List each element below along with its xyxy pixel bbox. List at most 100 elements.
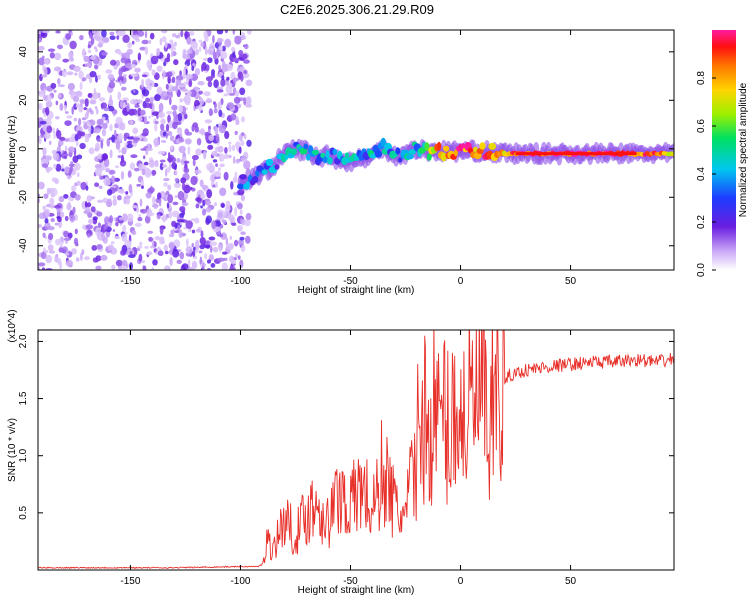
noise-blob [201, 208, 207, 216]
noise-blob [86, 202, 92, 208]
trace-blob [327, 157, 333, 165]
noise-blob [119, 99, 124, 109]
noise-blob [178, 137, 185, 143]
noise-blob [140, 209, 144, 213]
noise-blob [238, 49, 244, 57]
noise-blob [160, 123, 165, 131]
noise-blob [104, 158, 110, 168]
noise-blob [97, 222, 101, 229]
noise-blob [144, 215, 151, 224]
noise-blob [45, 100, 53, 108]
noise-blob [58, 247, 64, 253]
noise-blob [229, 265, 236, 270]
noise-blob [223, 171, 229, 181]
noise-blob [50, 218, 55, 222]
colorbar: 0.0 0.2 0.4 0.6 0.8 Normalized spectral ampl… [696, 30, 749, 277]
noise-blob [83, 51, 87, 56]
noise-blob [185, 246, 193, 254]
noise-blob [159, 159, 166, 163]
noise-blob [52, 127, 55, 134]
noise-blob [187, 259, 191, 266]
noise-blob [130, 73, 139, 77]
noise-blob [95, 108, 99, 115]
noise-blob [176, 158, 181, 163]
noise-blob [54, 116, 60, 120]
noise-blob [172, 121, 178, 130]
noise-blob [64, 215, 69, 222]
noise-blob [43, 132, 51, 140]
noise-blob [169, 135, 175, 142]
noise-blob [100, 175, 104, 180]
noise-blob [231, 222, 237, 227]
noise-blob [202, 199, 206, 207]
noise-blob [202, 263, 207, 267]
x-tick-label: -100 [230, 276, 250, 287]
noise-blob [219, 234, 224, 238]
signal-trace [237, 137, 674, 193]
noise-blob [148, 159, 155, 168]
noise-blob [106, 189, 113, 196]
noise-blob [119, 79, 122, 86]
y-tick-label: -20 [18, 190, 29, 205]
noise-blob [161, 90, 168, 98]
trace-blob [453, 149, 458, 157]
noise-blob [134, 67, 141, 73]
noise-blob [119, 122, 126, 131]
noise-blob [241, 116, 245, 123]
noise-blob [73, 117, 78, 122]
noise-blob [67, 82, 75, 91]
noise-blob [245, 212, 252, 221]
noise-blob [228, 144, 232, 153]
noise-blob [218, 64, 222, 71]
trace-blob [325, 150, 330, 159]
noise-blob [237, 203, 243, 210]
noise-blob [91, 245, 98, 251]
noise-blob [235, 159, 240, 164]
noise-blob [65, 33, 72, 40]
trace-blob [290, 148, 298, 156]
noise-blob [103, 223, 109, 230]
noise-blob [169, 39, 174, 45]
noise-blob [200, 230, 204, 238]
noise-blob [239, 87, 246, 96]
noise-blob [184, 92, 188, 96]
noise-blob [132, 137, 141, 141]
noise-blob [236, 66, 240, 73]
noise-blob [122, 101, 126, 108]
noise-blob [190, 175, 198, 186]
trace-blob [239, 174, 247, 180]
noise-blob [87, 93, 93, 98]
noise-blob [192, 159, 196, 167]
noise-blob [198, 250, 203, 254]
noise-blob [107, 73, 115, 80]
trace-blob [299, 147, 308, 155]
y-tick-label: 1.0 [18, 448, 29, 462]
noise-blob [145, 149, 149, 156]
noise-blob [148, 236, 153, 242]
noise-blob [168, 152, 171, 158]
noise-blob [100, 139, 104, 149]
noise-blob [191, 229, 196, 234]
noise-blob [198, 39, 202, 43]
noise-blob [58, 236, 65, 245]
noise-blob [95, 265, 102, 270]
noise-blob [117, 155, 122, 159]
noise-blob [110, 175, 116, 184]
noise-blob [229, 235, 232, 240]
noise-blob [235, 253, 239, 259]
noise-blob [62, 69, 68, 78]
noise-blob [65, 252, 70, 256]
noise-blob [190, 40, 198, 50]
noise-blob [130, 63, 136, 69]
noise-blob [195, 228, 202, 233]
noise-blob [214, 202, 217, 207]
noise-blob [63, 194, 69, 199]
noise-blob [71, 106, 74, 115]
noise-blob [117, 75, 124, 83]
noise-blob [56, 146, 61, 152]
noise-blob [204, 36, 209, 42]
noise-blob [185, 97, 191, 104]
noise-blob [198, 129, 206, 135]
noise-blob [128, 254, 136, 258]
noise-blob [84, 112, 89, 120]
